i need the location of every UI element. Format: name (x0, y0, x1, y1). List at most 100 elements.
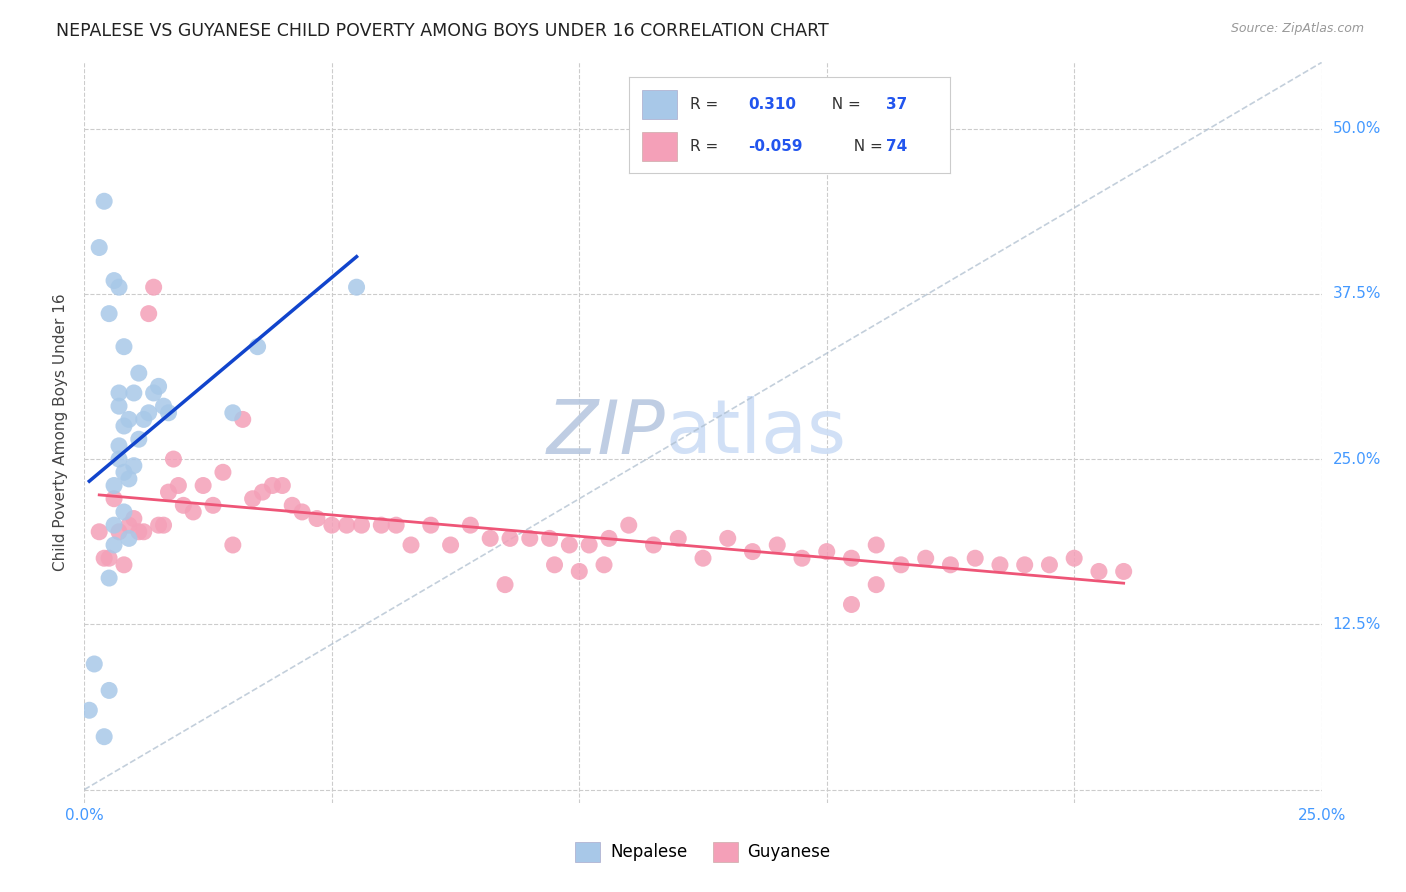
Point (167, 478, 190, 492)
Point (865, 577, 887, 591)
Point (643, 538, 665, 552)
Point (89, 524, 111, 539)
Point (336, 518, 359, 533)
Point (222, 538, 245, 552)
Point (1088, 565, 1111, 579)
Point (305, 511, 328, 525)
Point (1063, 551, 1085, 566)
Point (321, 518, 343, 533)
Point (142, 386, 165, 401)
Point (252, 485, 274, 500)
Point (519, 532, 541, 546)
Point (841, 551, 863, 566)
Point (128, 524, 150, 539)
Point (108, 386, 131, 401)
Point (108, 399, 131, 413)
Point (112, 558, 135, 572)
Point (988, 558, 1011, 572)
Point (232, 412, 254, 426)
Text: 25.0%: 25.0% (1333, 451, 1381, 467)
Point (148, 518, 170, 533)
Point (841, 598, 863, 612)
Point (112, 419, 135, 434)
Y-axis label: Child Poverty Among Boys Under 16: Child Poverty Among Boys Under 16 (53, 293, 69, 572)
Point (152, 518, 174, 533)
Point (617, 518, 640, 533)
Point (112, 340, 135, 354)
Point (1038, 558, 1060, 572)
Text: ZIP: ZIP (547, 397, 666, 468)
Point (93, 551, 115, 566)
Point (98, 683, 121, 698)
Point (790, 551, 813, 566)
Point (112, 465, 135, 479)
Point (815, 544, 838, 558)
Point (83, 657, 105, 671)
Point (439, 538, 461, 552)
Point (181, 505, 204, 519)
Point (132, 524, 155, 539)
Point (79, 703, 101, 717)
Point (142, 280, 165, 294)
Point (98, 551, 121, 566)
Point (103, 518, 125, 533)
Point (222, 406, 245, 420)
Point (578, 538, 600, 552)
Point (138, 406, 160, 420)
Point (93, 194, 115, 209)
Point (865, 538, 887, 552)
Point (108, 439, 131, 453)
Point (122, 386, 145, 401)
Point (666, 532, 689, 546)
Legend: Nepalese, Guyanese: Nepalese, Guyanese (568, 835, 838, 869)
Text: 12.5%: 12.5% (1333, 617, 1381, 632)
Point (1112, 565, 1135, 579)
Point (148, 379, 170, 393)
Point (593, 558, 616, 572)
Point (157, 406, 180, 420)
Point (419, 518, 441, 533)
Point (281, 499, 304, 513)
Point (1014, 558, 1036, 572)
Point (350, 518, 373, 533)
Point (128, 432, 150, 446)
Point (717, 532, 740, 546)
Point (98, 571, 121, 585)
Point (108, 524, 131, 539)
Point (242, 491, 264, 506)
Point (118, 472, 141, 486)
Text: Source: ZipAtlas.com: Source: ZipAtlas.com (1230, 22, 1364, 36)
Point (202, 499, 225, 513)
Point (103, 274, 125, 288)
Point (118, 518, 141, 533)
Point (692, 551, 714, 566)
Point (262, 478, 284, 492)
Point (172, 499, 194, 513)
Point (132, 412, 155, 426)
Point (479, 532, 502, 546)
Point (494, 577, 516, 591)
Point (89, 241, 111, 255)
Point (399, 538, 422, 552)
Point (93, 730, 115, 744)
Point (157, 485, 180, 500)
Point (914, 551, 936, 566)
Point (741, 544, 763, 558)
Point (103, 538, 125, 552)
Point (162, 452, 184, 467)
Text: 37.5%: 37.5% (1333, 286, 1381, 301)
Point (246, 340, 269, 354)
Point (370, 518, 392, 533)
Point (122, 511, 145, 525)
Point (890, 558, 912, 572)
Text: atlas: atlas (666, 396, 846, 469)
Point (103, 491, 125, 506)
Point (118, 412, 141, 426)
Point (98, 307, 121, 321)
Text: NEPALESE VS GUYANESE CHILD POVERTY AMONG BOYS UNDER 16 CORRELATION CHART: NEPALESE VS GUYANESE CHILD POVERTY AMONG… (56, 22, 830, 40)
Point (138, 307, 160, 321)
Point (460, 518, 482, 533)
Point (965, 551, 987, 566)
Point (108, 280, 131, 294)
Point (118, 532, 141, 546)
